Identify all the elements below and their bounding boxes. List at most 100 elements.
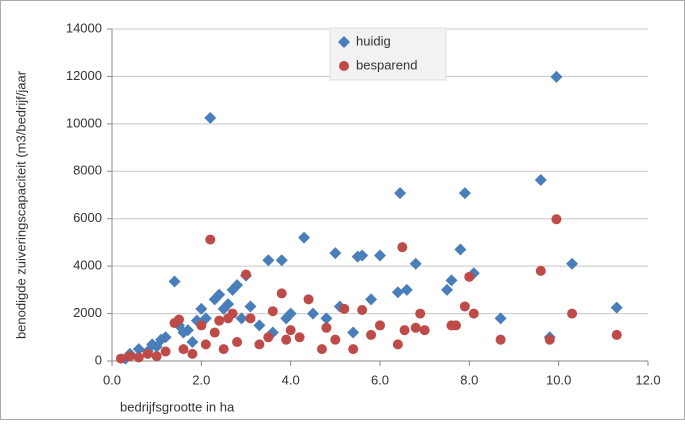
- diamond-point: [244, 300, 257, 313]
- circle-point: [551, 214, 562, 225]
- diamond-point: [235, 312, 248, 325]
- y-tick-label: 6000: [73, 210, 102, 225]
- circle-point: [399, 325, 410, 336]
- x-tick-label: 6.0: [371, 372, 389, 387]
- circle-point: [415, 308, 426, 319]
- diamond-point: [222, 298, 235, 311]
- diamond-point: [284, 307, 297, 320]
- circle-point: [316, 344, 327, 355]
- circle-point: [281, 334, 292, 345]
- legend-label: besparend: [356, 57, 417, 72]
- circle-point: [115, 353, 126, 364]
- circle-point: [321, 322, 332, 333]
- circle-point: [174, 314, 184, 325]
- y-tick-label: 2000: [73, 305, 102, 320]
- circle-point: [196, 320, 207, 331]
- legend-box: [329, 27, 447, 81]
- circle-point: [464, 271, 475, 282]
- circle-point: [178, 344, 189, 355]
- circle-point: [410, 322, 421, 333]
- diamond-point: [400, 283, 413, 296]
- diamond-point: [307, 307, 319, 320]
- circle-point: [151, 351, 162, 362]
- diamond-point: [231, 279, 244, 292]
- circle-point: [267, 306, 278, 317]
- circle-point: [294, 332, 305, 343]
- y-tick-label: 12000: [66, 68, 102, 83]
- diamond-point: [550, 70, 563, 83]
- circle-point: [200, 339, 211, 350]
- diamond-point: [262, 254, 275, 267]
- circle-point: [357, 305, 368, 316]
- circle-point: [133, 352, 144, 363]
- circle-point: [209, 327, 220, 338]
- circle-point: [330, 334, 341, 345]
- y-tick-label: 4000: [73, 258, 102, 273]
- x-tick-label: 2.0: [192, 372, 210, 387]
- circle-point: [611, 329, 622, 340]
- diamond-point: [445, 274, 458, 287]
- diamond-point: [195, 302, 208, 315]
- circle-point: [276, 288, 287, 299]
- diamond-point: [458, 187, 471, 200]
- circle-point: [392, 339, 403, 350]
- circle-point: [544, 334, 555, 345]
- circle-point: [218, 344, 229, 355]
- circle-point: [187, 348, 198, 359]
- x-tick-label: 10.0: [546, 372, 571, 387]
- diamond-point: [320, 312, 333, 325]
- circle-point: [339, 303, 350, 314]
- circle-point: [375, 320, 385, 331]
- circle-point: [160, 346, 171, 357]
- diamond-point: [213, 288, 226, 301]
- circle-point: [142, 348, 153, 359]
- circle-point: [124, 351, 135, 362]
- diamond-point: [186, 336, 199, 349]
- diamond-point: [441, 283, 453, 296]
- circle-point: [254, 339, 265, 350]
- y-tick-label: 10000: [66, 115, 102, 130]
- circle-point: [303, 294, 314, 305]
- x-tick-label: 12.0: [635, 372, 660, 387]
- circle-point: [263, 332, 274, 343]
- circle-point: [366, 329, 377, 340]
- diamond-point: [275, 254, 288, 267]
- circle-point: [468, 308, 479, 319]
- circle-point: [495, 334, 506, 345]
- diamond-point: [365, 293, 378, 306]
- circle-point: [339, 61, 349, 71]
- y-tick-label: 14000: [66, 20, 102, 35]
- diamond-point: [204, 111, 217, 124]
- y-tick-label: 0: [95, 352, 102, 367]
- circle-point: [419, 325, 430, 336]
- circle-point: [232, 337, 243, 348]
- diamond-point: [494, 312, 507, 325]
- diamond-point: [454, 243, 467, 256]
- diamond-point: [329, 247, 342, 260]
- diamond-point: [391, 286, 404, 299]
- diamond-point: [566, 257, 579, 270]
- y-axis-label: benodigde zuiveringscapaciteit (m3/bedri…: [13, 70, 28, 339]
- diamond-point: [168, 275, 181, 288]
- circle-point: [567, 308, 578, 319]
- circle-point: [214, 315, 225, 326]
- diamond-point: [253, 319, 266, 332]
- diamond-point: [409, 257, 422, 270]
- circle-point: [241, 269, 251, 280]
- circle-point: [348, 344, 359, 355]
- diamond-point: [132, 343, 145, 356]
- circle-point: [285, 325, 296, 336]
- circle-point: [535, 265, 546, 276]
- diamond-point: [159, 331, 172, 344]
- circle-point: [450, 320, 461, 331]
- circle-point: [459, 301, 470, 312]
- diamond-point: [347, 326, 360, 339]
- diamond-point: [534, 174, 547, 187]
- y-tick-label: 8000: [73, 163, 102, 178]
- diamond-point: [394, 187, 407, 200]
- diamond-point: [356, 249, 369, 262]
- circle-point: [245, 313, 256, 324]
- x-tick-label: 8.0: [460, 372, 478, 387]
- circle-point: [227, 308, 238, 319]
